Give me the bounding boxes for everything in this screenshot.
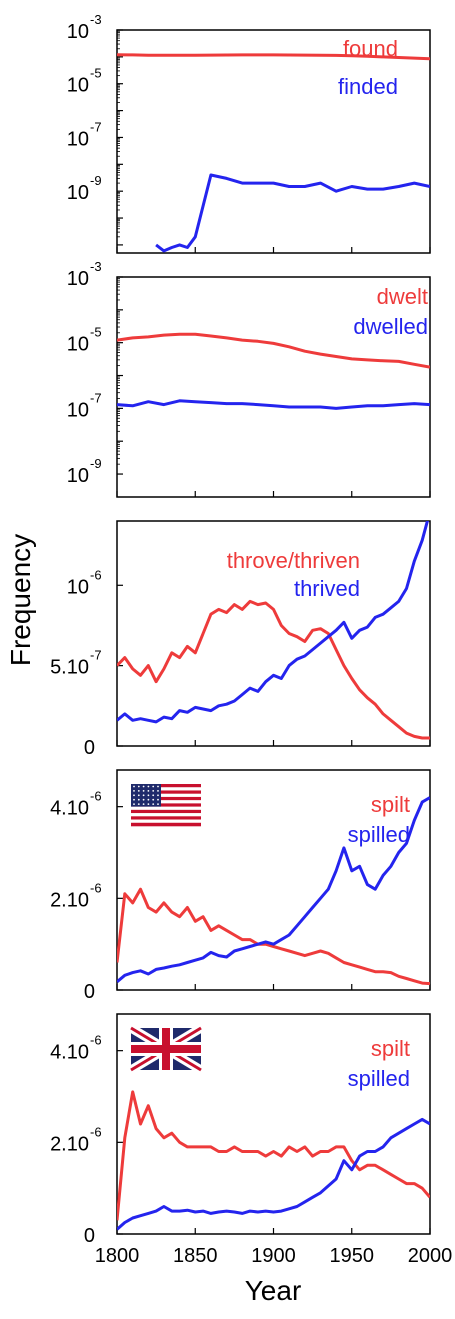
- y-axis-title: Frequency: [5, 534, 36, 666]
- y-tick-exponent: -3: [90, 12, 102, 27]
- panels-container: 10-310-510-710-9foundfinded10-310-510-71…: [50, 12, 431, 1247]
- uk-flag-icon: [128, 1024, 204, 1074]
- y-tick-label: 4.10: [50, 1042, 89, 1064]
- series-line-thrived: [117, 521, 429, 724]
- x-tick-label: 1800: [95, 1245, 140, 1267]
- panel-3: 0 5.10-7 10-6 throve/thriven thrived: [50, 520, 431, 759]
- legend-entry: finded: [338, 74, 398, 99]
- series-line-spilled: [117, 1117, 430, 1231]
- x-tick-label: 1900: [251, 1245, 296, 1267]
- y-tick-label: 2.10: [50, 889, 89, 911]
- series-line-spilt: [117, 1090, 430, 1221]
- legend-entry: found: [343, 36, 398, 61]
- y-tick-label: 5.10: [50, 657, 89, 679]
- y-tick-exponent: -6: [90, 1124, 102, 1139]
- y-tick-exponent: -7: [90, 119, 102, 134]
- series-line-finded: [155, 173, 430, 253]
- y-tick-label: 10: [67, 268, 89, 290]
- legend-entry: dwelled: [353, 314, 428, 339]
- y-tick-label: 2.10: [50, 1133, 89, 1155]
- y-tick-label: 10: [67, 182, 89, 204]
- y-tick-exponent: -6: [90, 789, 102, 804]
- y-tick-label: 10: [67, 75, 89, 97]
- legend-entry: dwelt: [377, 284, 428, 309]
- y-tick-exponent: -9: [90, 456, 102, 471]
- x-tick-label: 2000: [408, 1245, 453, 1267]
- series-line-found: [117, 53, 430, 61]
- series-line-spilled: [117, 796, 430, 983]
- y-tick-exponent: -7: [90, 648, 102, 663]
- y-tick-exponent: -6: [90, 1033, 102, 1048]
- legend-entry: throve/thriven: [227, 548, 360, 573]
- y-tick-label: 10: [67, 465, 89, 487]
- y-tick-exponent: -3: [90, 259, 102, 274]
- panel-frame: [116, 276, 431, 498]
- panel-frame: [116, 29, 431, 254]
- y-tick-label: 10: [67, 334, 89, 356]
- legend-entry: spilled: [348, 1066, 410, 1091]
- series-line-dwelled: [117, 399, 430, 410]
- x-tick-labels: 1800 1850 1900 1950 2000: [95, 1245, 453, 1267]
- legend-entry: spilled: [348, 822, 410, 847]
- x-tick-label: 1950: [330, 1245, 375, 1267]
- series-line-spilt: [117, 887, 430, 986]
- legend-entry: spilt: [371, 792, 410, 817]
- y-tick-exponent: -5: [90, 66, 102, 81]
- y-tick-label: 0: [84, 1225, 95, 1247]
- y-tick-label: 10: [67, 576, 89, 598]
- series-line-dwelt: [117, 332, 430, 369]
- y-tick-label: 10: [67, 128, 89, 150]
- y-tick-exponent: -7: [90, 390, 102, 405]
- y-tick-label: 4.10: [50, 798, 89, 820]
- y-tick-exponent: -5: [90, 325, 102, 340]
- y-tick-exponent: -9: [90, 173, 102, 188]
- y-tick-exponent: -6: [90, 880, 102, 895]
- series-line-throve-thriven: [117, 599, 430, 740]
- y-tick-label: 10: [67, 399, 89, 421]
- y-tick-exponent: -6: [90, 567, 102, 582]
- y-tick-label: 0: [84, 981, 95, 1003]
- us-flag-icon: [131, 784, 201, 827]
- x-tick-label: 1850: [173, 1245, 218, 1267]
- legend-entry: spilt: [371, 1036, 410, 1061]
- x-axis-title: Year: [245, 1275, 302, 1306]
- legend-entry: thrived: [294, 576, 360, 601]
- y-tick-label: 0: [84, 737, 95, 759]
- y-tick-label: 10: [67, 21, 89, 43]
